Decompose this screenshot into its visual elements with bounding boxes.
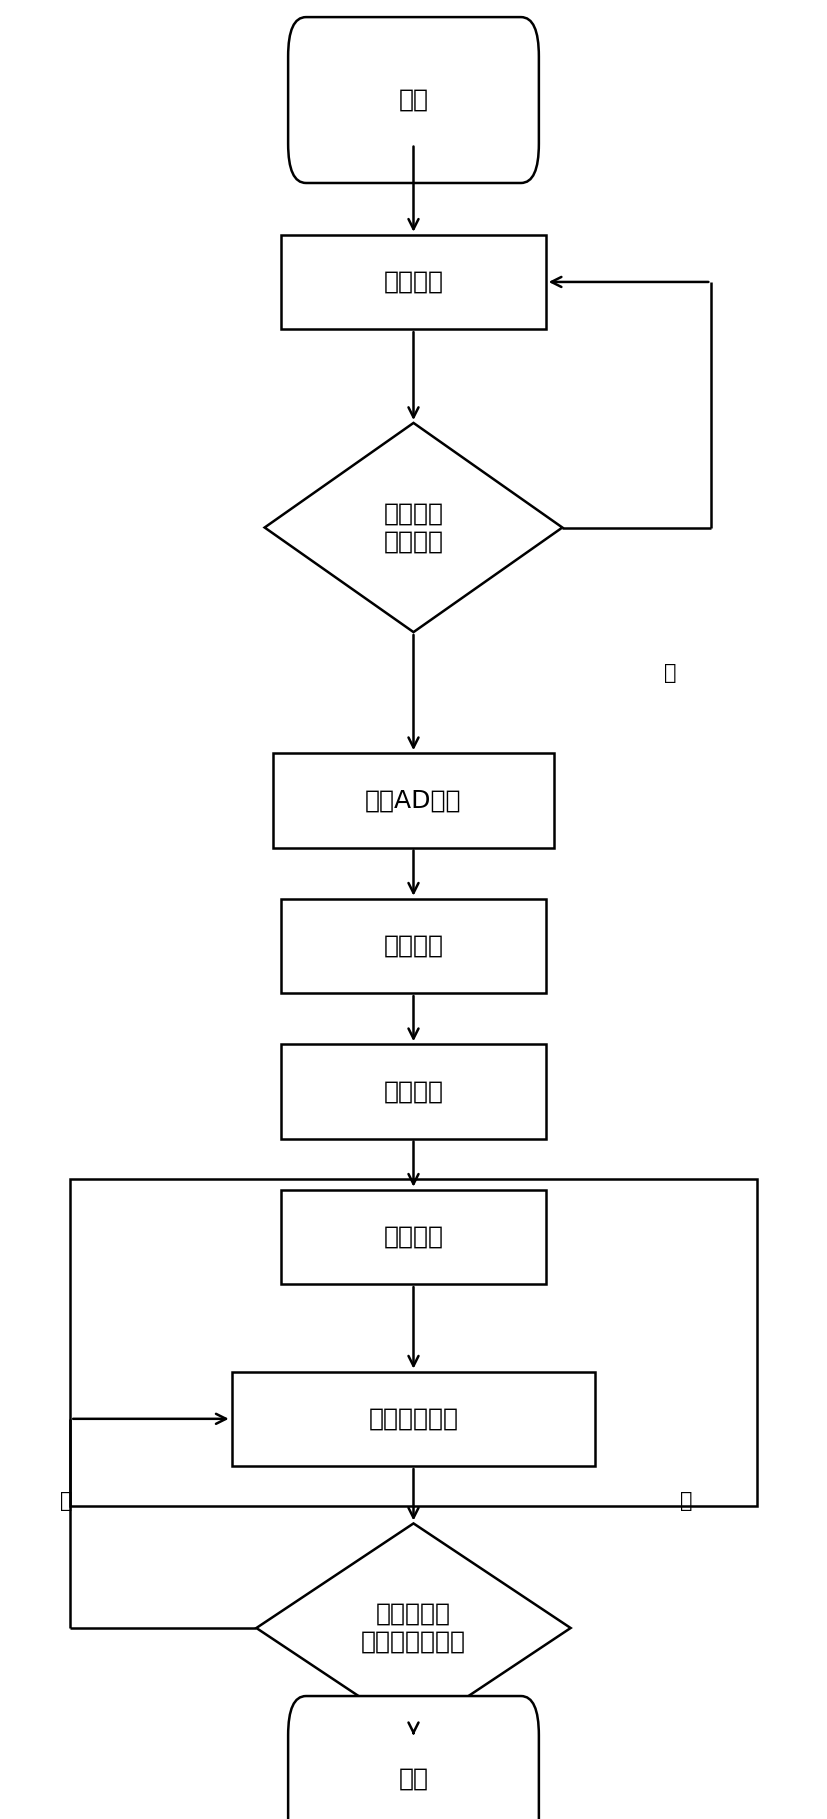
- Text: 开始: 开始: [399, 87, 428, 113]
- Text: 服务端是否
成功接收数据？: 服务端是否 成功接收数据？: [361, 1603, 466, 1653]
- Bar: [281, 1190, 546, 1284]
- Bar: [281, 899, 546, 993]
- FancyBboxPatch shape: [288, 16, 539, 184]
- Polygon shape: [256, 1524, 571, 1732]
- Polygon shape: [265, 424, 562, 633]
- Text: 否: 否: [663, 664, 676, 682]
- Text: 数据打包: 数据打包: [384, 1079, 443, 1104]
- Bar: [273, 753, 554, 848]
- Text: 数据存储: 数据存储: [384, 1224, 443, 1250]
- Text: 数据无线发送: 数据无线发送: [369, 1406, 458, 1432]
- FancyBboxPatch shape: [288, 1695, 539, 1819]
- Text: 进行AD采集: 进行AD采集: [366, 788, 461, 813]
- Text: 休眠状态: 休眠状态: [384, 269, 443, 295]
- Text: 结束: 结束: [399, 1766, 428, 1792]
- Bar: [70, 1179, 757, 1506]
- Text: 是: 是: [680, 1492, 693, 1510]
- Bar: [232, 1372, 595, 1466]
- Bar: [281, 1044, 546, 1139]
- Text: 否: 否: [60, 1492, 73, 1510]
- Bar: [281, 235, 546, 329]
- Text: 数据处理: 数据处理: [384, 933, 443, 959]
- Text: 是否有磨
牙发生？: 是否有磨 牙发生？: [384, 502, 443, 553]
